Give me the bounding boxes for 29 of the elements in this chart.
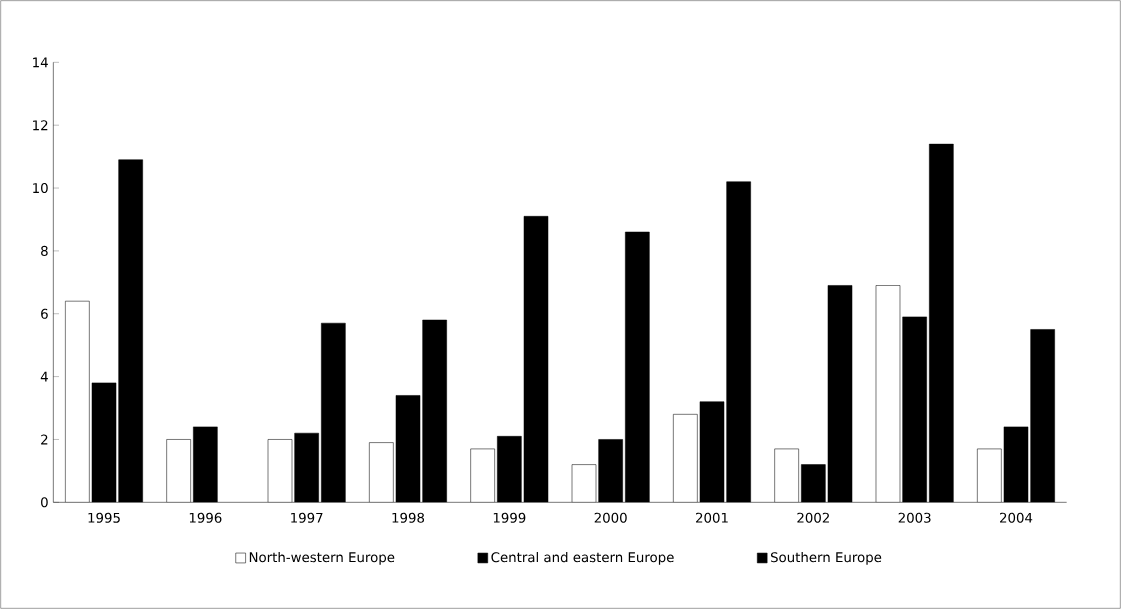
- legend-label: North-western Europe: [249, 551, 395, 565]
- bar: [193, 426, 218, 503]
- x-tick-label: 1996: [189, 512, 222, 523]
- legend-label: Central and eastern Europe: [491, 551, 674, 565]
- x-tick-label: 2000: [594, 512, 627, 523]
- bar: [929, 143, 954, 503]
- x-tick-label: 1998: [392, 512, 425, 523]
- y-tick-label: 8: [41, 245, 48, 256]
- bar: [470, 448, 495, 503]
- legend-label: Southern Europe: [770, 551, 882, 565]
- bar: [774, 448, 799, 503]
- y-tick-label: 14: [33, 57, 48, 68]
- x-tick-label: 2001: [696, 512, 728, 523]
- x-tick-label: 1997: [291, 512, 323, 523]
- x-tick-label: 2002: [797, 512, 829, 523]
- bar: [321, 322, 346, 503]
- y-tick-label: 12: [33, 120, 48, 131]
- bar: [65, 300, 90, 503]
- bar: [166, 439, 191, 503]
- y-tick-label: 6: [41, 308, 48, 319]
- x-tick-label: 2003: [898, 512, 931, 523]
- y-tick-label: 10: [33, 182, 48, 194]
- x-tick-label: 1995: [88, 512, 120, 523]
- bar: [625, 231, 650, 503]
- x-tick-label: 2004: [1000, 512, 1033, 523]
- y-tick-label: 2: [41, 434, 48, 445]
- x-tick-label: 1999: [493, 512, 526, 523]
- y-tick-label: 0: [41, 497, 48, 508]
- y-tick-label: 4: [40, 371, 48, 382]
